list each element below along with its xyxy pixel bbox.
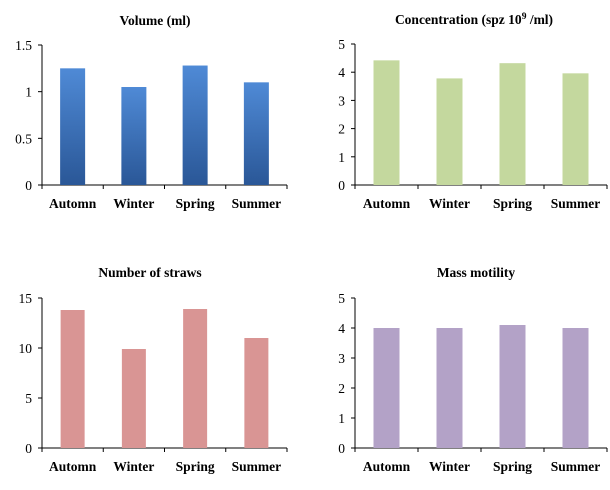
y-tick-label: 5 (25, 391, 32, 406)
chart-volume: Volume (ml) 0 0.5 1 1.5 Automn Winter Spring Sum… (15, 13, 288, 211)
bar-summer (243, 82, 269, 185)
chart-title: Volume (ml) (119, 13, 190, 28)
bar-spring (183, 309, 208, 448)
y-tick-label: 5 (338, 291, 345, 306)
x-tick-label: Automn (363, 196, 411, 211)
bar-automn (373, 60, 400, 185)
x-tick-label: Summer (232, 196, 282, 211)
bar-spring (499, 63, 526, 186)
y-tick-label: 2 (338, 381, 345, 396)
y-tick-label: 0 (338, 441, 345, 456)
x-tick-label: Spring (493, 196, 532, 211)
bar-summer (244, 338, 269, 448)
y-tick-label: 4 (338, 321, 345, 336)
title-superscript: 9 (522, 12, 527, 22)
chart-motility: Mass motility 0 1 2 3 4 5 Automn Winter Spring Sum… (338, 265, 608, 474)
y-tick-label: 3 (338, 351, 345, 366)
x-tick-label: Summer (551, 459, 601, 474)
x-tick-label: Winter (113, 459, 154, 474)
x-tick-label: Summer (551, 196, 601, 211)
bar-summer (562, 328, 589, 448)
y-tick-label: 0.5 (15, 131, 32, 146)
bar-automn (60, 68, 86, 185)
y-tick-label: 3 (338, 93, 345, 108)
bar-spring (499, 325, 526, 448)
chart-title: Number of straws (98, 265, 201, 280)
title-main: Concentration (spz 10 (395, 12, 522, 27)
bar-winter (436, 78, 463, 185)
x-tick-label: Automn (363, 459, 411, 474)
bar-automn (60, 310, 85, 448)
x-tick-label: Spring (176, 459, 215, 474)
x-tick-label: Automn (49, 196, 97, 211)
bar-winter (121, 349, 146, 448)
chart-concentration: Concentration (spz 109 /ml) 0 1 2 3 4 5 Automn W… (338, 12, 608, 211)
x-tick-label: Winter (113, 196, 154, 211)
x-tick-label: Winter (429, 459, 470, 474)
x-tick-label: Automn (49, 459, 97, 474)
y-tick-label: 10 (19, 341, 33, 356)
bar-winter (436, 328, 463, 448)
y-tick-label: 15 (19, 291, 33, 306)
y-tick-label: 1 (25, 85, 32, 100)
x-tick-label: Summer (232, 459, 282, 474)
y-tick-label: 0 (338, 178, 345, 193)
chart-title: Mass motility (437, 265, 516, 280)
y-tick-label: 1.5 (15, 38, 32, 53)
y-tick-label: 1 (338, 150, 345, 165)
x-tick-label: Spring (493, 459, 532, 474)
title-tail: /ml) (526, 12, 553, 27)
x-tick-label: Winter (429, 196, 470, 211)
chart-straws: Number of straws 0 5 10 15 Automn Winter Spring… (19, 265, 288, 474)
bar-winter (121, 87, 147, 185)
y-tick-label: 0 (25, 178, 32, 193)
y-tick-label: 1 (338, 411, 345, 426)
y-tick-label: 2 (338, 122, 345, 137)
y-tick-label: 4 (338, 65, 345, 80)
y-tick-label: 0 (25, 441, 32, 456)
bar-automn (373, 328, 400, 448)
y-tick-label: 5 (338, 37, 345, 52)
bar-spring (182, 65, 208, 185)
x-tick-label: Spring (176, 196, 215, 211)
chart-title: Concentration (spz 109 /ml) (395, 12, 553, 27)
bar-summer (562, 73, 589, 185)
